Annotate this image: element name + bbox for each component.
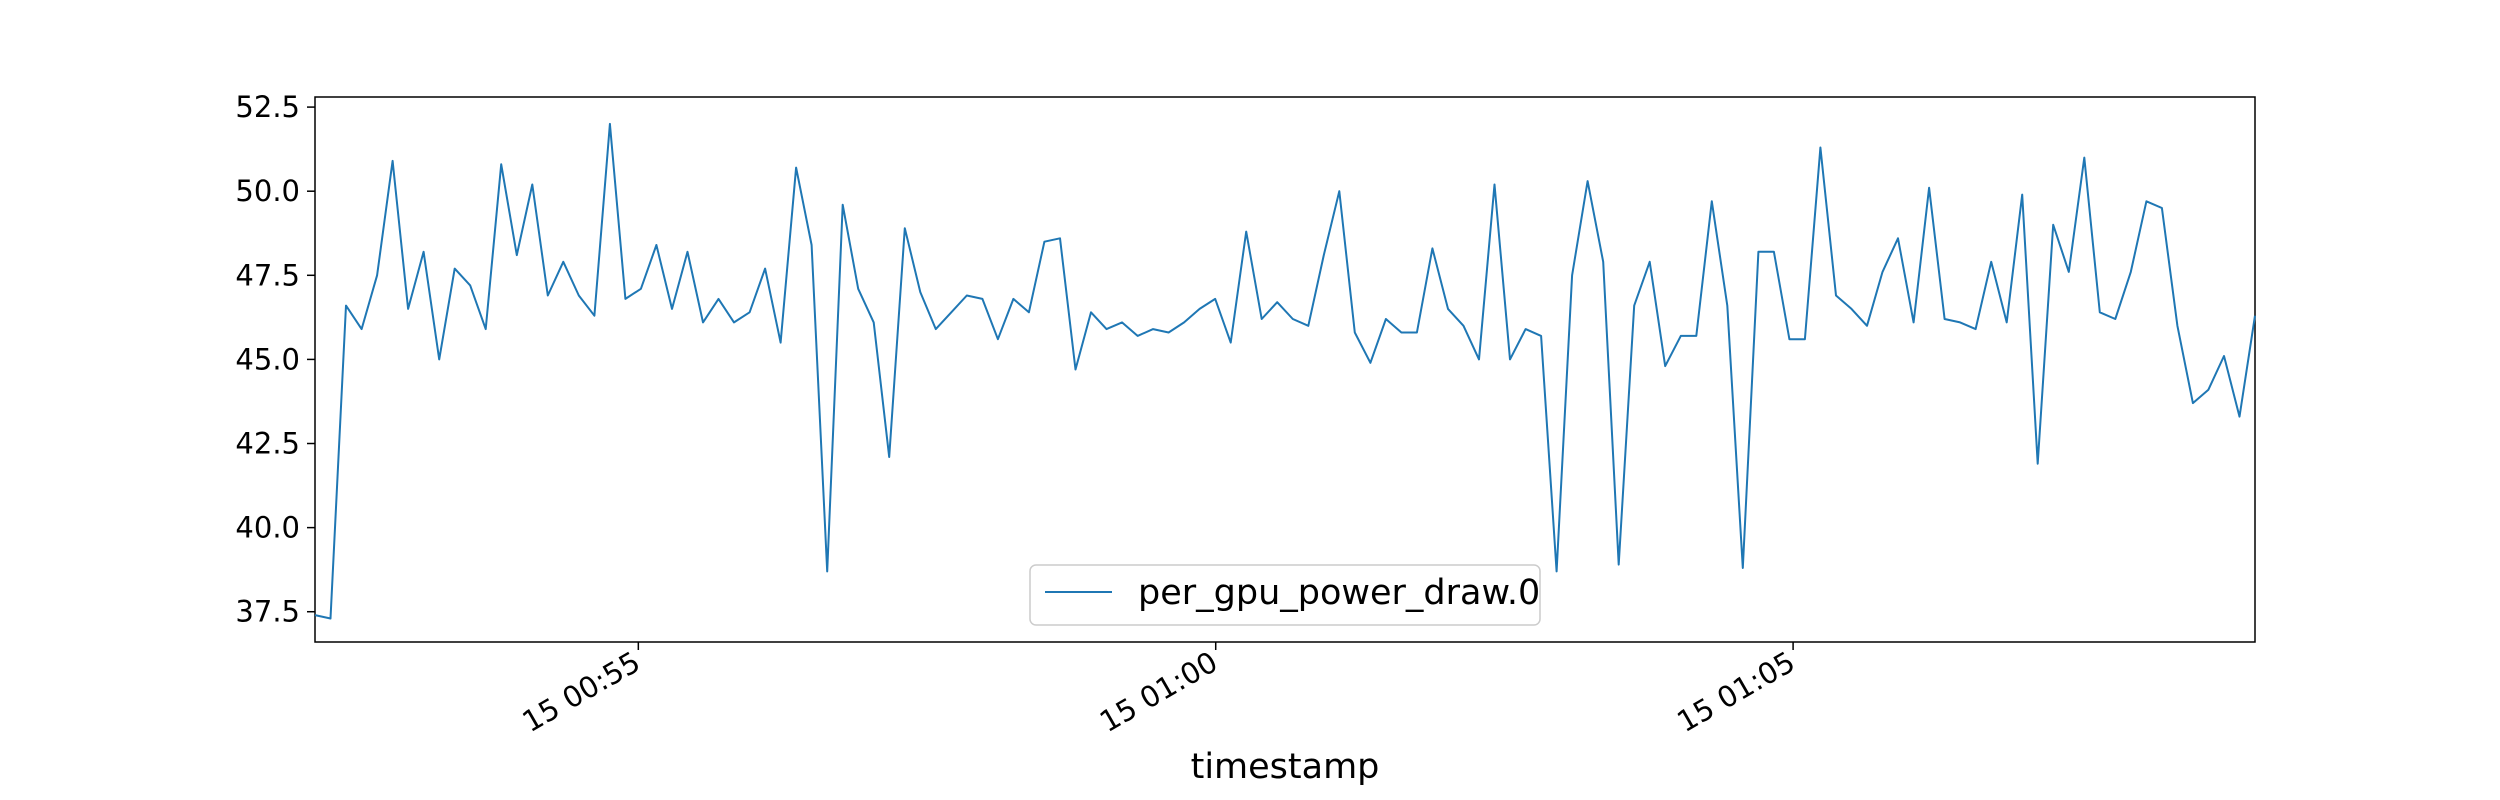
y-tick-label-4: 47.5 bbox=[235, 258, 300, 292]
plot-area bbox=[314, 96, 2256, 643]
x-tick-label-2: 15 01:05 bbox=[1671, 645, 1800, 739]
y-tick-label-6: 52.5 bbox=[235, 90, 300, 124]
legend-box bbox=[1029, 564, 1541, 626]
x-axis: 15 00:55 15 01:00 15 01:05 bbox=[517, 642, 1801, 739]
legend-label: per_gpu_power_draw.0 bbox=[1138, 573, 1540, 613]
x-axis-label: timestamp bbox=[1191, 747, 1380, 787]
x-tick-label-0: 15 00:55 bbox=[517, 645, 646, 739]
y-tick-label-2: 42.5 bbox=[235, 427, 300, 461]
series-line-0 bbox=[314, 122, 2256, 620]
y-tick-label-5: 50.0 bbox=[235, 174, 300, 208]
legend: per_gpu_power_draw.0 bbox=[1029, 564, 1541, 626]
y-tick-label-3: 45.0 bbox=[235, 342, 300, 376]
y-axis: 37.5 40.0 42.5 45.0 47.5 50.0 52.5 bbox=[235, 90, 315, 629]
plot-frame bbox=[314, 96, 2256, 643]
x-tick-label-1: 15 01:00 bbox=[1094, 645, 1223, 739]
y-tick-label-1: 40.0 bbox=[235, 511, 300, 545]
series-layer bbox=[314, 122, 2256, 620]
y-tick-label-0: 37.5 bbox=[235, 595, 300, 629]
